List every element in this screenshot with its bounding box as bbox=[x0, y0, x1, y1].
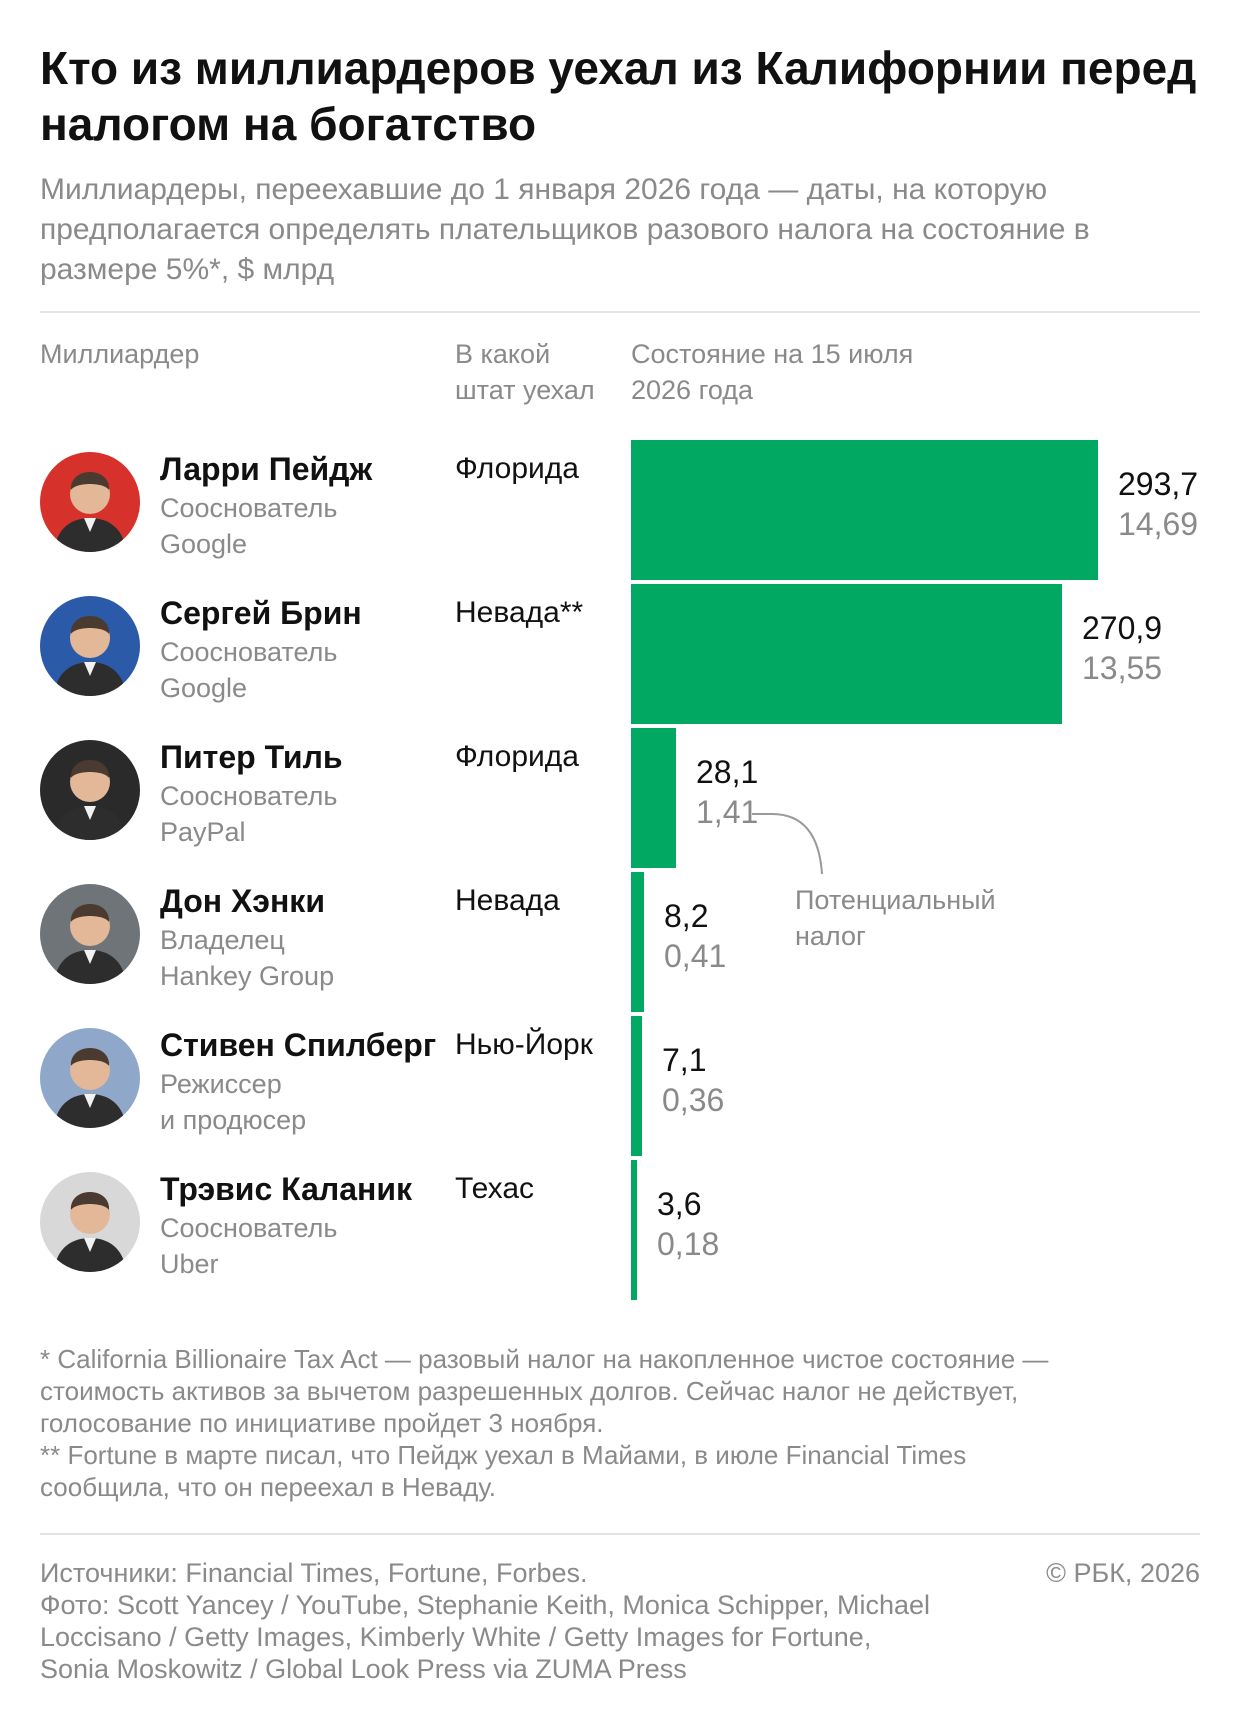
person-photo-icon bbox=[54, 760, 126, 840]
source-line: Sonia Moskowitz / Global Look Press via … bbox=[40, 1654, 687, 1684]
destination-state: Невада bbox=[455, 884, 560, 917]
wealth-value-label: 8,2 bbox=[664, 898, 709, 934]
role-line: Режиссер bbox=[160, 1069, 282, 1099]
source-line: Фото: Scott Yancey / YouTube, Stephanie … bbox=[40, 1590, 931, 1620]
annotation-tax-label: Потенциальный налог bbox=[795, 882, 996, 954]
avatar bbox=[40, 596, 140, 696]
role-line: и продюсер bbox=[160, 1105, 307, 1135]
destination-state: Техас bbox=[455, 1172, 535, 1205]
avatar bbox=[40, 884, 140, 984]
footnote-line: стоимость активов за вычетом разрешенных… bbox=[40, 1376, 1019, 1406]
role-line: Google bbox=[160, 529, 248, 559]
avatar bbox=[40, 740, 140, 840]
billionaire-name: Трэвис Каланик bbox=[160, 1171, 413, 1207]
role-line: PayPal bbox=[160, 817, 246, 847]
wealth-value-label: 7,1 bbox=[662, 1042, 707, 1078]
footnote-line: * California Billionaire Tax Act — разов… bbox=[40, 1344, 1049, 1374]
role-line: Hankey Group bbox=[160, 961, 335, 991]
role-line: Сооснователь bbox=[160, 1213, 338, 1243]
column-header-state-line2: штат уехал bbox=[455, 375, 595, 405]
person-photo-icon bbox=[54, 616, 126, 696]
wealth-value-label: 28,1 bbox=[696, 754, 759, 790]
annotation-line2: налог bbox=[795, 921, 866, 951]
destination-state: Невада** bbox=[455, 596, 584, 629]
destination-state: Флорида bbox=[455, 452, 579, 485]
billionaire-role: Сооснователь Google bbox=[160, 634, 440, 706]
billionaire-name: Стивен Спилберг bbox=[160, 1027, 437, 1063]
source-line: Источники: Financial Times, Fortune, For… bbox=[40, 1558, 588, 1588]
avatar bbox=[40, 1028, 140, 1128]
avatar bbox=[40, 1172, 140, 1272]
copyright: © РБК, 2026 bbox=[1046, 1558, 1200, 1588]
person-photo-icon bbox=[54, 1048, 126, 1128]
wealth-bar bbox=[631, 440, 1098, 580]
top-divider bbox=[40, 311, 1200, 313]
wealth-bar bbox=[631, 728, 676, 868]
table-row: Сергей Брин Сооснователь Google Невада** 270… bbox=[0, 584, 1240, 728]
tax-value-label: 0,41 bbox=[664, 938, 727, 974]
column-header-state: В какой штат уехал bbox=[455, 336, 615, 408]
billionaire-name: Сергей Брин bbox=[160, 595, 362, 631]
column-header-name: Миллиардер bbox=[40, 339, 200, 369]
footnote-line: ** Fortune в марте писал, что Пейдж уеха… bbox=[40, 1440, 967, 1470]
person-photo-icon bbox=[54, 1192, 126, 1272]
column-header-wealth-line2: 2026 года bbox=[631, 375, 754, 405]
wealth-bar bbox=[631, 584, 1062, 724]
footnote-line: голосование по инициативе пройдет 3 нояб… bbox=[40, 1408, 604, 1438]
tax-value-label: 1,41 bbox=[696, 794, 759, 830]
billionaire-role: Сооснователь Google bbox=[160, 490, 440, 562]
wealth-value-label: 293,7 bbox=[1118, 466, 1199, 502]
column-header-state-line1: В какой bbox=[455, 339, 551, 369]
billionaire-name: Ларри Пейдж bbox=[160, 451, 373, 487]
wealth-value-label: 270,9 bbox=[1082, 610, 1163, 646]
tax-value-label: 13,55 bbox=[1082, 650, 1163, 686]
role-line: Владелец bbox=[160, 925, 285, 955]
billionaire-role: Сооснователь PayPal bbox=[160, 778, 440, 850]
footnote-line: сообщила, что он переехал в Неваду. bbox=[40, 1472, 496, 1502]
column-header-wealth-line1: Состояние на 15 июля bbox=[631, 339, 914, 369]
role-line: Uber bbox=[160, 1249, 219, 1279]
chart-title: Кто из миллиардеров уехал из Калифорнии … bbox=[40, 42, 1197, 150]
wealth-bar bbox=[631, 1160, 637, 1300]
tax-value-label: 0,18 bbox=[657, 1226, 720, 1262]
annotation-line1: Потенциальный bbox=[795, 885, 996, 915]
tax-value-label: 14,69 bbox=[1118, 506, 1199, 542]
sources: Источники: Financial Times, Fortune, For… bbox=[40, 1557, 1030, 1685]
table-row: Питер Тиль Сооснователь PayPal Флорида 28,1 1… bbox=[0, 728, 1240, 872]
billionaire-role: Владелец Hankey Group bbox=[160, 922, 440, 994]
footnotes: * California Billionaire Tax Act — разов… bbox=[40, 1343, 1210, 1503]
person-photo-icon bbox=[54, 904, 126, 984]
avatar bbox=[40, 452, 140, 552]
role-line: Google bbox=[160, 673, 248, 703]
destination-state: Флорида bbox=[455, 740, 579, 773]
person-photo-icon bbox=[54, 472, 126, 552]
wealth-bar bbox=[631, 1016, 642, 1156]
table-row: Трэвис Каланик Сооснователь Uber Техас 3,6 0,… bbox=[0, 1160, 1240, 1304]
role-line: Сооснователь bbox=[160, 493, 338, 523]
table-row: Ларри Пейдж Сооснователь Google Флорида 293,… bbox=[0, 440, 1240, 584]
billionaire-role: Режиссер и продюсер bbox=[160, 1066, 440, 1138]
tax-value-label: 0,36 bbox=[662, 1082, 725, 1118]
table-row: Дон Хэнки Владелец Hankey Group Невада 8,2 0,… bbox=[0, 872, 1240, 1016]
destination-state: Нью-Йорк bbox=[455, 1028, 593, 1061]
wealth-value-label: 3,6 bbox=[657, 1186, 702, 1222]
table-row: Стивен Спилберг Режиссер и продюсер Нью-Йор… bbox=[0, 1016, 1240, 1160]
source-line: Loccisano / Getty Images, Kimberly White… bbox=[40, 1622, 872, 1652]
column-header-wealth: Состояние на 15 июля 2026 года bbox=[631, 336, 961, 408]
chart-subtitle: Миллиардеры, переехавшие до 1 января 202… bbox=[40, 173, 1090, 286]
wealth-bar bbox=[631, 872, 644, 1012]
role-line: Сооснователь bbox=[160, 637, 338, 667]
role-line: Сооснователь bbox=[160, 781, 338, 811]
billionaire-role: Сооснователь Uber bbox=[160, 1210, 440, 1282]
billionaire-name: Питер Тиль bbox=[160, 739, 343, 775]
billionaire-name: Дон Хэнки bbox=[160, 883, 325, 919]
bottom-divider bbox=[40, 1533, 1200, 1535]
